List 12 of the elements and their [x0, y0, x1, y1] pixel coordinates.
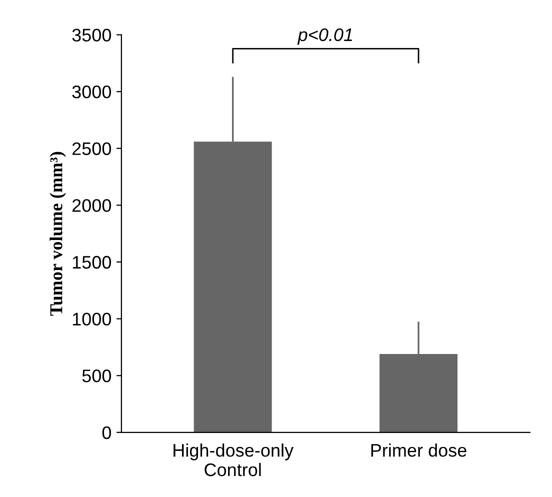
y-tick-label: 2500	[72, 142, 112, 156]
y-tick-label: 2000	[72, 199, 112, 212]
x-tick-label: High-dose-only Control	[174, 444, 294, 476]
y-tick-label: 500	[82, 370, 112, 382]
y-tick-label: 0	[102, 426, 112, 440]
y-tick-label: 3000	[72, 86, 112, 98]
annotation: p<0.01	[297, 28, 352, 45]
y-tick-label: 1500	[72, 256, 112, 269]
y-axis-title: Tumor volume (mm³)	[50, 152, 66, 316]
y-tick-label: 3500	[72, 28, 112, 42]
y-tick-label: 1000	[72, 312, 112, 326]
x-tick-label: Primer dose	[371, 444, 466, 457]
